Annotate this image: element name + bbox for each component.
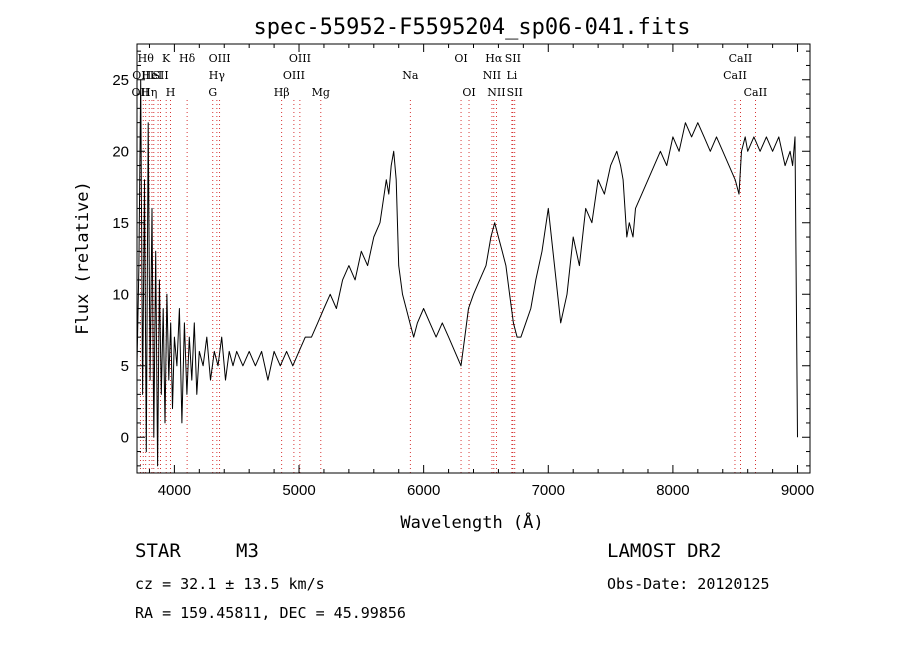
line-marker-label-13: OIII xyxy=(209,52,231,65)
y-tick-label-2: 10 xyxy=(112,286,129,303)
x-axis-label: Wavelength (Å) xyxy=(400,511,543,533)
line-marker-label-28: CaII xyxy=(729,52,753,65)
line-marker-label-17: Mg xyxy=(312,86,330,99)
spectrum-series xyxy=(136,79,798,467)
x-tick-label-3: 7000 xyxy=(532,482,565,499)
line-marker-label-15: OIII xyxy=(283,69,305,82)
line-marker-label-25: SII xyxy=(505,52,521,65)
line-marker-label-7: SII xyxy=(152,69,168,82)
line-marker-label-8: K xyxy=(162,52,171,65)
line-marker-label-27: CaII xyxy=(723,69,747,82)
line-marker-label-26: SII xyxy=(507,86,523,99)
line-marker-label-1: OIII xyxy=(132,69,154,82)
line-markers: OIIOIIIHθHηHeISIIKHHδGHγOIIIHβOIIIOIIIMg… xyxy=(132,52,768,473)
plot-frame xyxy=(136,43,811,474)
line-marker-label-24: Li xyxy=(506,69,517,82)
line-marker-label-20: OI xyxy=(462,86,475,99)
y-tick-label-5: 25 xyxy=(112,72,129,89)
line-marker-label-23: NII xyxy=(487,86,505,99)
spectrum-line-0 xyxy=(136,79,798,467)
line-marker-label-16: OIII xyxy=(289,52,311,65)
chart-title: spec-55952-F5595204_sp06-041.fits xyxy=(253,15,690,40)
coordinates: RA = 159.45811, DEC = 45.99856 xyxy=(135,604,406,622)
line-marker-label-11: G xyxy=(208,86,217,99)
y-axis-label: Flux (relative) xyxy=(73,181,93,335)
y-tick-label-0: 0 xyxy=(121,429,129,446)
observation-date: Obs-Date: 20120125 xyxy=(607,575,770,593)
line-marker-label-12: Hγ xyxy=(209,69,226,82)
redshift-velocity: cz = 32.1 ± 13.5 km/s xyxy=(135,575,325,593)
line-marker-label-21: NII xyxy=(483,69,501,82)
line-marker-label-3: Hη xyxy=(141,86,157,99)
line-marker-label-4: HeI xyxy=(142,69,162,82)
line-marker-label-19: OI xyxy=(454,52,467,65)
line-marker-label-14: Hβ xyxy=(274,86,290,99)
survey-name: LAMOST DR2 xyxy=(607,540,722,562)
y-tick-label-4: 20 xyxy=(112,143,129,160)
object-class: STAR xyxy=(135,540,181,562)
line-marker-label-10: Hδ xyxy=(179,52,196,65)
x-tick-label-2: 6000 xyxy=(407,482,440,499)
axis-ticks: 4000 5000 6000 7000 8000 9000 0 5 10 15 20 25 xyxy=(112,44,814,499)
object-subclass: M3 xyxy=(236,540,259,562)
x-tick-label-5: 9000 xyxy=(781,482,814,499)
y-tick-label-3: 15 xyxy=(112,215,129,232)
line-marker-label-9: H xyxy=(166,86,176,99)
x-tick-label-4: 8000 xyxy=(656,482,689,499)
line-marker-label-18: Na xyxy=(402,69,419,82)
line-marker-label-2: Hθ xyxy=(138,52,155,65)
y-tick-label-1: 5 xyxy=(121,358,129,375)
x-tick-label-1: 5000 xyxy=(282,482,315,499)
line-marker-label-22: Hα xyxy=(485,52,503,65)
x-tick-label-0: 4000 xyxy=(158,482,191,499)
line-marker-label-29: CaII xyxy=(744,86,768,99)
